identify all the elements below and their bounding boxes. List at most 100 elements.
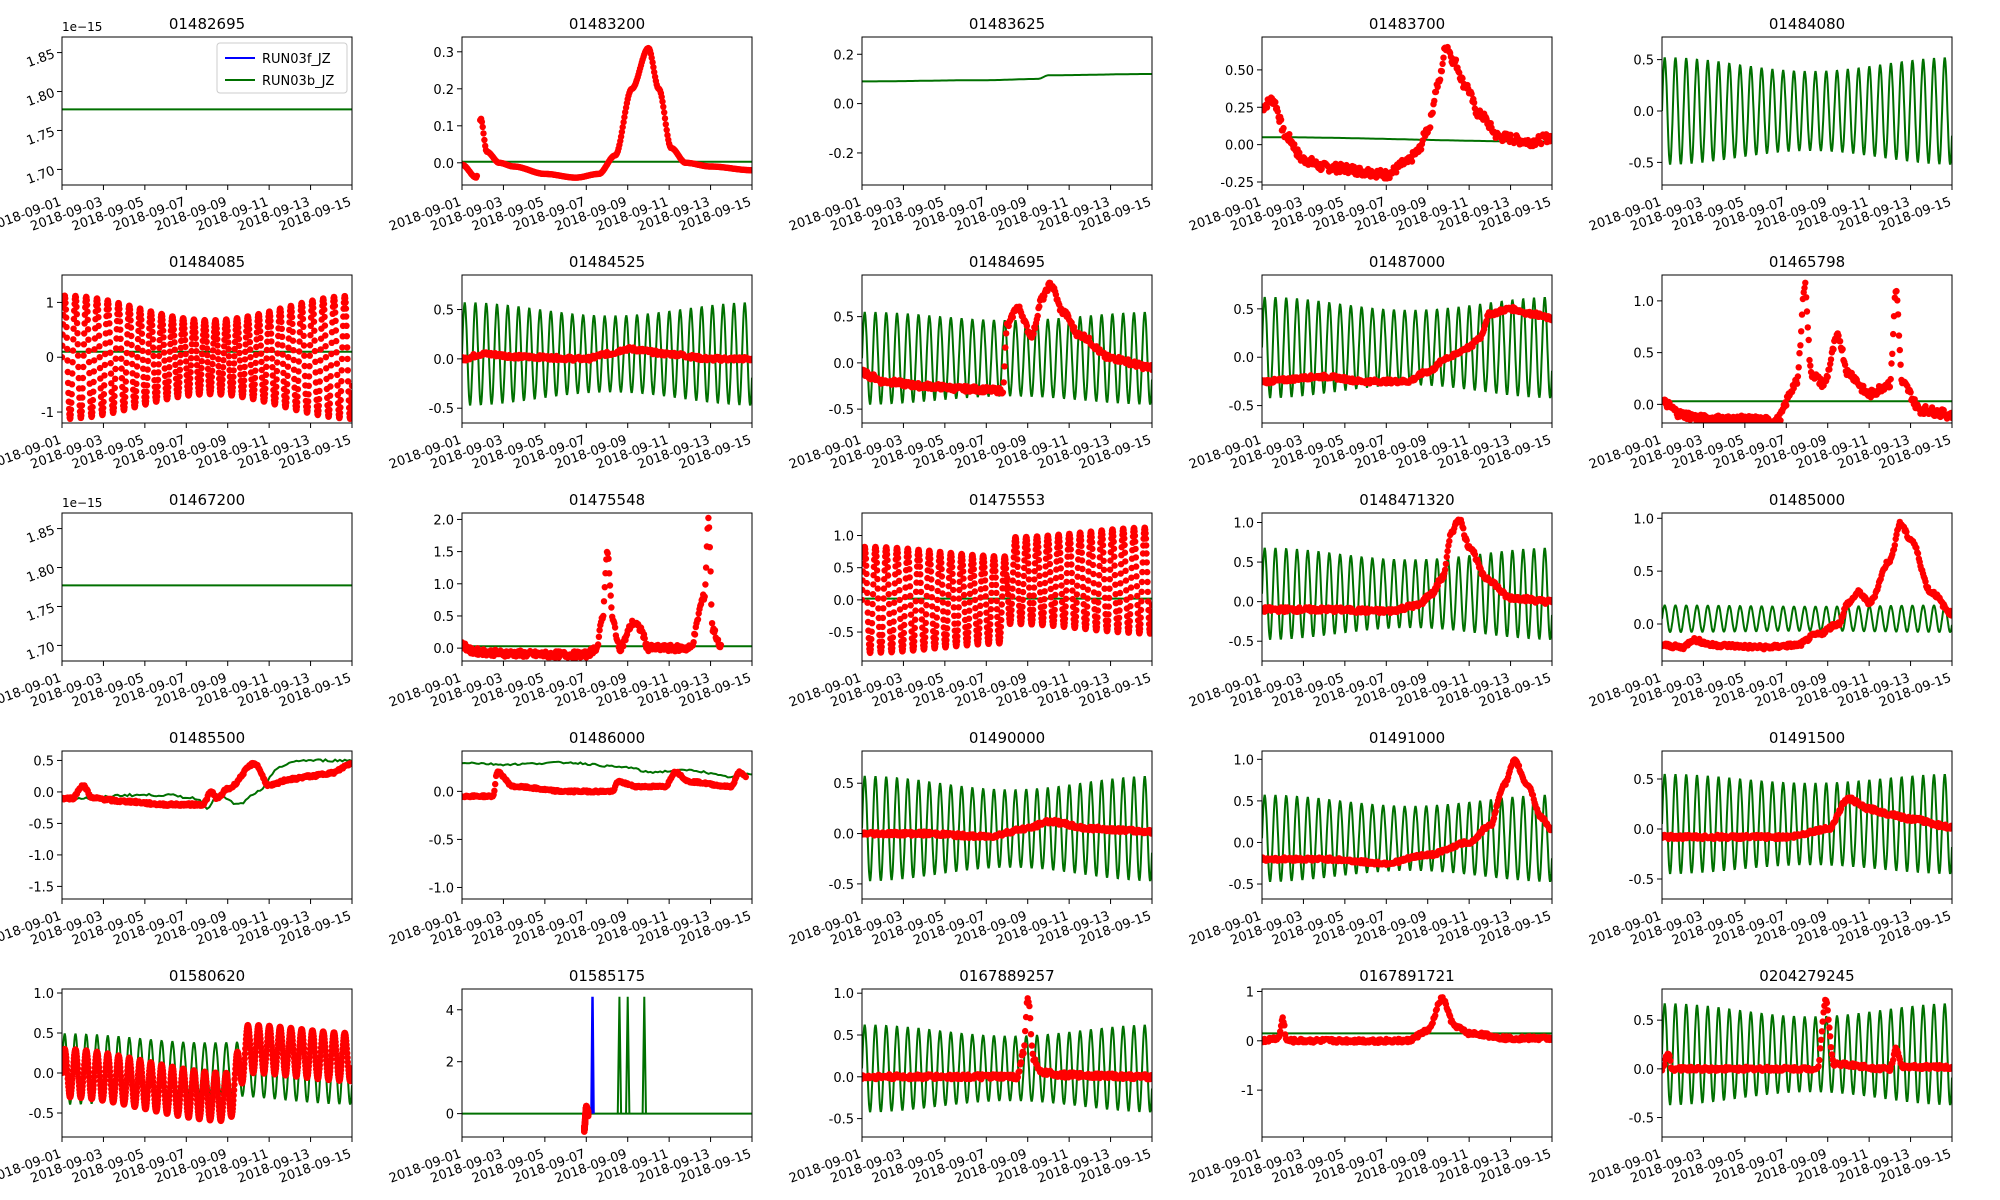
- observed-point: [1136, 625, 1144, 633]
- observed-point: [993, 589, 1000, 597]
- observed-point: [1020, 580, 1027, 588]
- observed-point: [1068, 569, 1076, 577]
- observed-point: [884, 556, 891, 564]
- observed-point: [1836, 338, 1844, 345]
- observed-point: [269, 372, 276, 379]
- observed-point: [869, 600, 876, 608]
- observed-point: [890, 618, 897, 625]
- observed-point: [870, 581, 877, 588]
- observed-point: [883, 551, 891, 558]
- observed-point: [928, 585, 935, 592]
- observed-point: [1471, 551, 1479, 558]
- observed-point: [182, 350, 189, 358]
- observed-point: [143, 382, 151, 389]
- observed-point: [285, 354, 292, 361]
- observed-point: [894, 554, 902, 562]
- observed-point: [862, 550, 869, 557]
- observed-point: [1122, 558, 1129, 565]
- observed-point: [327, 373, 334, 380]
- observed-point: [943, 637, 950, 644]
- subplot-title: 01483200: [569, 15, 645, 33]
- y-tick-label: 0.25: [1225, 101, 1254, 116]
- observed-point: [1417, 146, 1425, 153]
- observed-point: [133, 372, 140, 379]
- observed-point: [214, 349, 222, 356]
- observed-point: [1805, 336, 1812, 344]
- observed-point: [1078, 549, 1086, 556]
- observed-point: [1070, 324, 1078, 331]
- observed-point: [875, 605, 882, 612]
- observed-point: [1089, 553, 1096, 560]
- y-tick-label: 0.2: [433, 83, 454, 98]
- observed-point: [79, 385, 86, 392]
- observed-point: [209, 360, 216, 368]
- observed-point: [138, 330, 146, 337]
- observed-point: [1131, 532, 1139, 539]
- observed-point: [949, 570, 956, 577]
- y-tick-label: -0.2: [829, 147, 854, 162]
- axes-frame: [61, 36, 353, 186]
- observed-point: [305, 373, 313, 380]
- observed-point: [1126, 617, 1134, 625]
- observed-point: [289, 337, 297, 344]
- observed-point: [91, 346, 98, 353]
- observed-point: [868, 635, 875, 643]
- observed-point: [186, 380, 194, 388]
- observed-point: [231, 345, 238, 353]
- observed-point: [1106, 576, 1114, 583]
- observed-point: [294, 393, 301, 400]
- observed-point: [1072, 613, 1080, 620]
- observed-point: [74, 341, 82, 348]
- observed-point: [327, 362, 335, 369]
- observed-point: [1036, 572, 1043, 579]
- observed-point: [890, 609, 898, 616]
- observed-point: [1099, 542, 1107, 549]
- observed-point: [1893, 287, 1900, 295]
- observed-point: [1078, 557, 1086, 564]
- observed-point: [997, 629, 1004, 636]
- observed-point: [922, 634, 929, 641]
- observed-point: [944, 617, 951, 624]
- observed-point: [1807, 362, 1814, 369]
- observed-point: [203, 345, 211, 352]
- observed-point: [1025, 560, 1032, 567]
- observed-point: [1069, 587, 1076, 594]
- observed-point: [278, 325, 285, 332]
- observed-point: [94, 306, 102, 313]
- observed-point: [171, 339, 178, 346]
- y-tick-label: 1.70: [25, 164, 57, 188]
- observed-point: [321, 313, 328, 321]
- observed-point: [1084, 586, 1092, 593]
- observed-point: [198, 358, 205, 365]
- observed-point: [138, 323, 145, 330]
- observed-point: [85, 347, 92, 354]
- observed-point: [885, 591, 892, 598]
- observed-point: [1144, 578, 1151, 586]
- observed-point: [257, 342, 264, 349]
- observed-point: [112, 375, 119, 382]
- observed-point: [64, 357, 71, 364]
- observed-point: [336, 409, 344, 417]
- observed-point: [970, 560, 977, 567]
- observed-point: [129, 360, 136, 368]
- y-tick-label: 0.3: [433, 46, 454, 61]
- observed-point: [966, 599, 973, 606]
- observed-point: [1100, 566, 1108, 573]
- observed-point: [148, 316, 156, 323]
- observed-point: [182, 343, 189, 351]
- observed-point: [257, 334, 264, 342]
- observed-point: [338, 367, 345, 374]
- observed-point: [197, 382, 204, 389]
- observed-point: [102, 350, 109, 358]
- observed-point: [945, 591, 952, 598]
- observed-point: [235, 324, 242, 331]
- y-tick-label: 0: [46, 351, 54, 366]
- observed-point: [944, 600, 952, 607]
- observed-point: [608, 604, 615, 611]
- subplot-title: 01484085: [169, 253, 245, 271]
- observed-point: [122, 393, 129, 401]
- observed-point: [78, 408, 85, 415]
- observed-point: [980, 559, 988, 566]
- observed-point: [1041, 588, 1048, 595]
- observed-point: [953, 638, 961, 645]
